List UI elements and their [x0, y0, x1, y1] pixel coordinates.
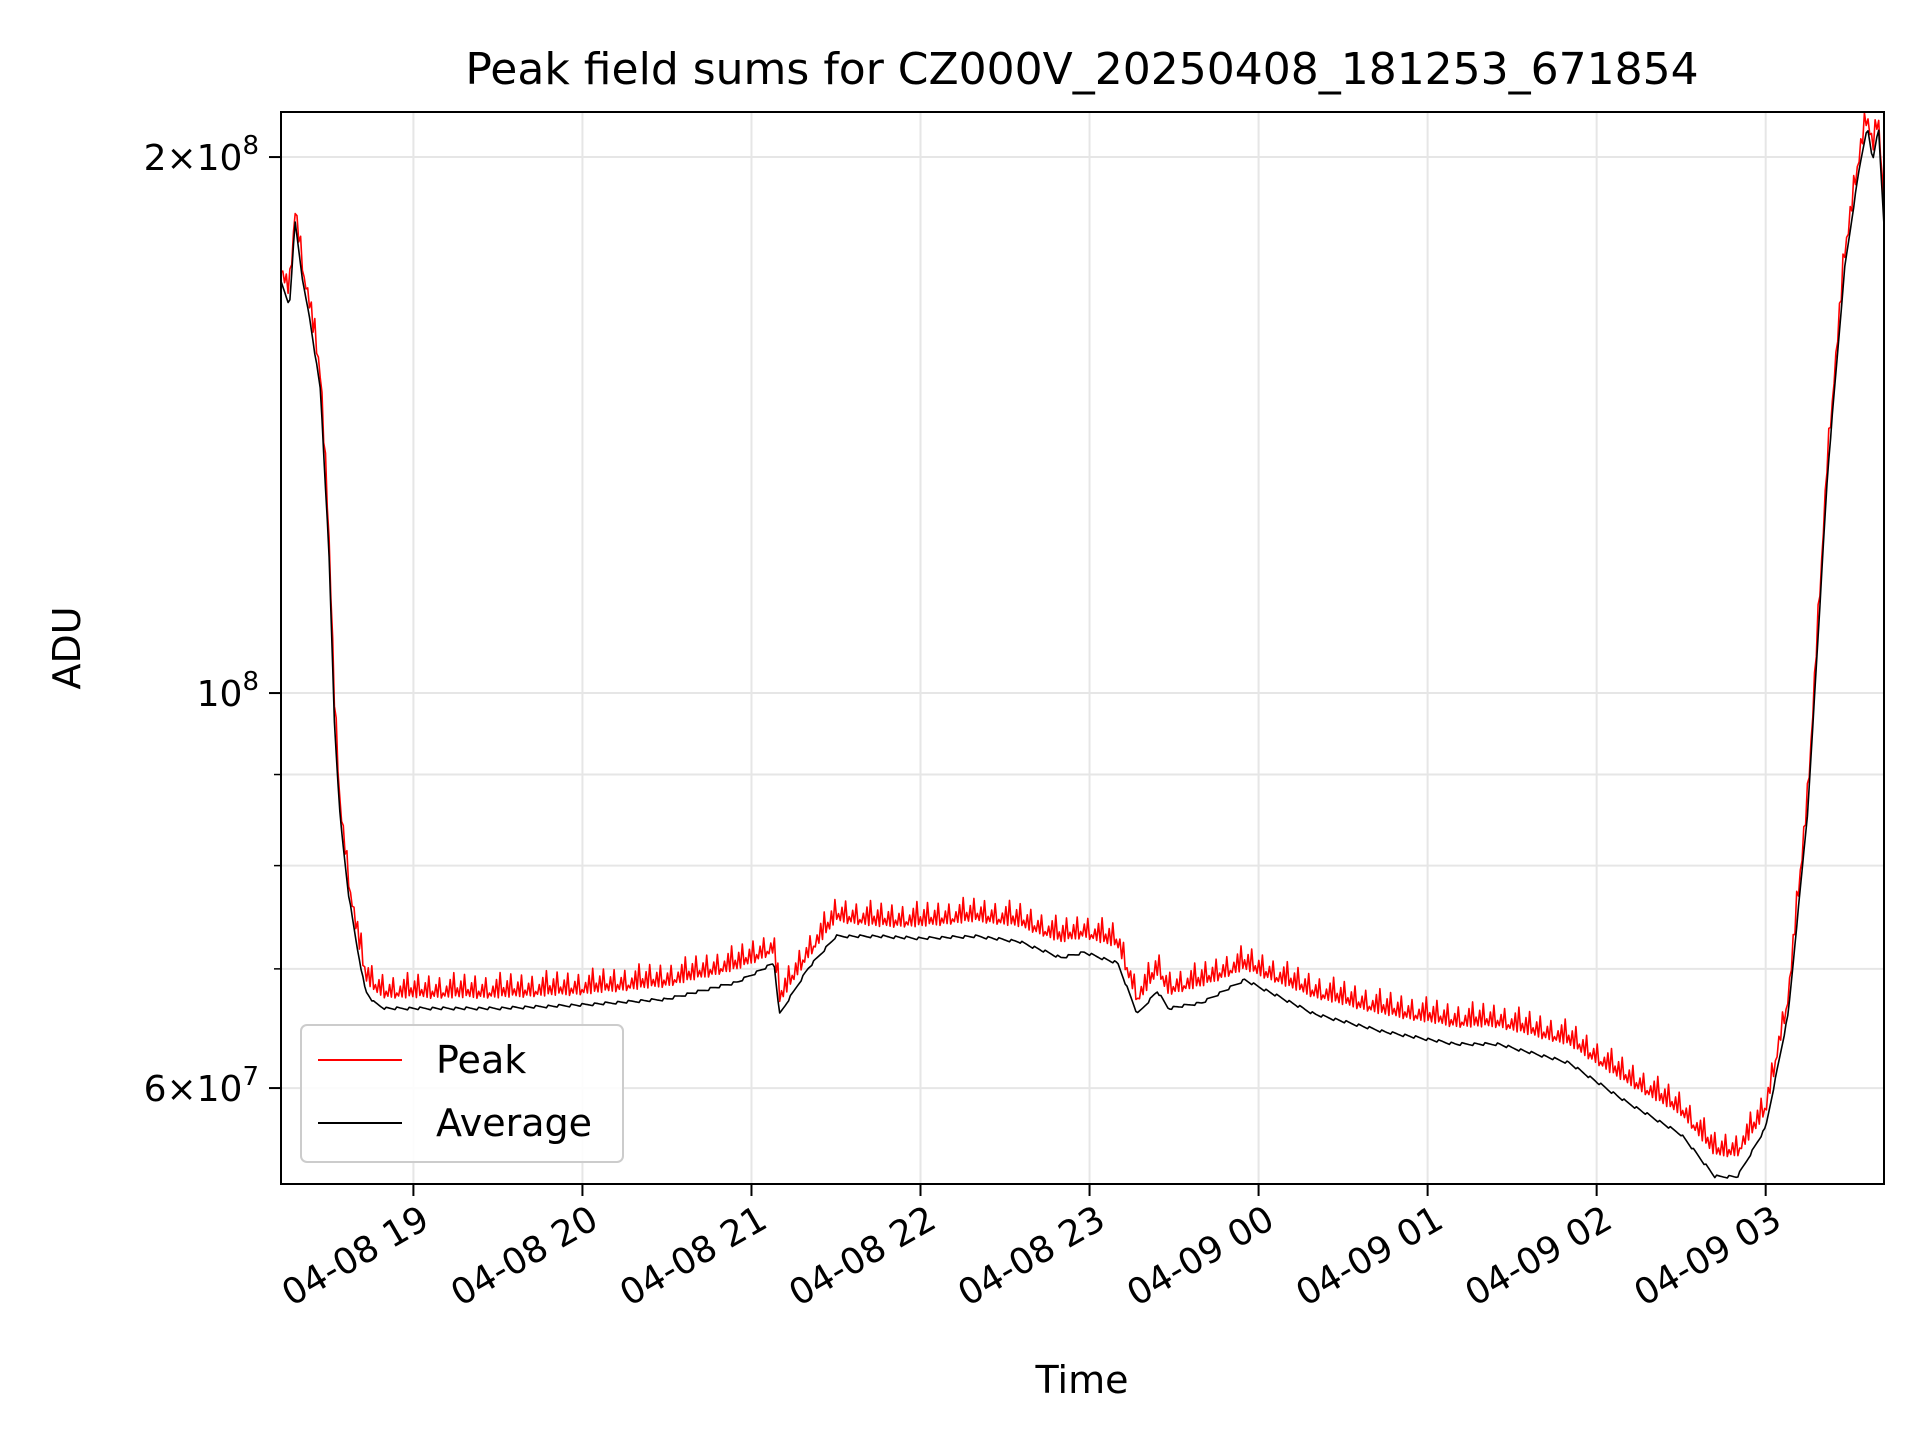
y-axis-ticks: 6×107 108 2×108 — [144, 131, 281, 1110]
legend-label-average: Average — [436, 1101, 592, 1145]
series-line-average — [281, 129, 1884, 1179]
y-tick-label: 108 — [197, 667, 259, 715]
plot-frame — [280, 111, 1885, 1185]
x-axis-label: Time — [1035, 1358, 1129, 1402]
legend: Peak Average — [300, 1024, 624, 1163]
y-tick-label: 2×108 — [144, 131, 259, 179]
grid-lines — [281, 112, 1884, 1184]
legend-label-peak: Peak — [436, 1038, 526, 1082]
y-tick-label: 6×107 — [144, 1062, 259, 1110]
series-layer — [281, 112, 1884, 1179]
plot-background — [281, 112, 1884, 1184]
y-axis-label: ADU — [45, 606, 89, 689]
plot-area — [280, 111, 1885, 1185]
series-line-peak — [281, 112, 1884, 1158]
chart-title: Peak field sums for CZ000V_20250408_1812… — [465, 44, 1698, 95]
